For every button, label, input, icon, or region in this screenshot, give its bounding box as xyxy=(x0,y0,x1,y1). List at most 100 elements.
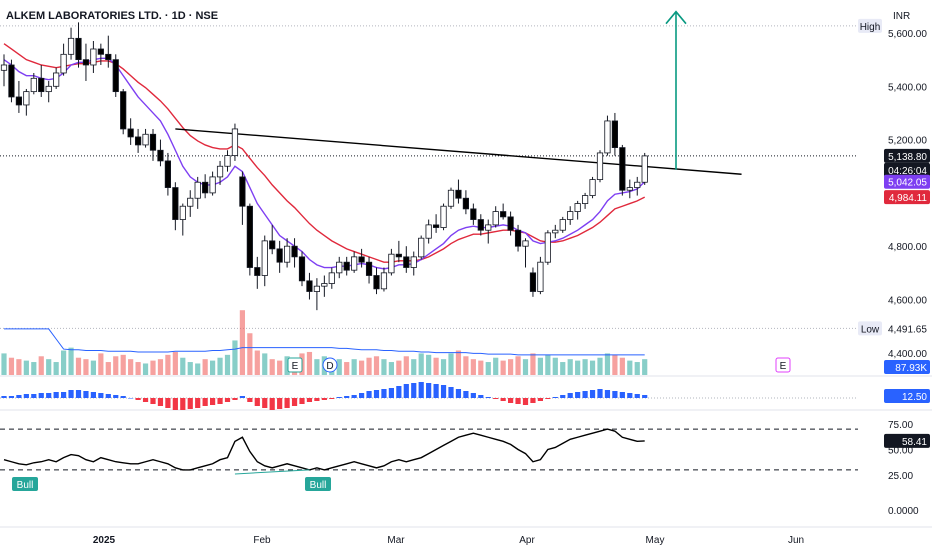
macd-bar xyxy=(120,396,126,398)
target-arrow[interactable] xyxy=(665,10,687,170)
macd-bar xyxy=(38,393,44,398)
candle-body xyxy=(574,203,581,212)
volume-bar xyxy=(485,362,491,375)
candle-body xyxy=(380,272,388,290)
macd-bar xyxy=(314,398,320,401)
bull-divergence-line xyxy=(234,469,310,475)
volume-bar xyxy=(455,350,462,375)
macd-bar xyxy=(321,398,327,400)
volume-bar xyxy=(46,359,52,375)
ema-slow-tag-box xyxy=(884,190,930,205)
macd-bar xyxy=(165,398,171,408)
candle-body xyxy=(283,245,291,263)
macd-bar xyxy=(515,398,521,404)
time-tick-label: Feb xyxy=(253,535,271,546)
volume-bar xyxy=(16,359,22,375)
volume-bar xyxy=(508,359,514,375)
bull-label: Bull xyxy=(17,480,34,491)
macd-bar xyxy=(254,398,260,406)
rsi-tag-box xyxy=(884,433,930,448)
volume-bar xyxy=(604,353,611,375)
macd-bar xyxy=(455,389,462,398)
volume-bar xyxy=(31,362,37,375)
macd-bar xyxy=(634,394,640,398)
macd-bar xyxy=(142,398,149,402)
volume-bar xyxy=(612,354,618,375)
macd-bar xyxy=(567,393,573,398)
last-price-tag-box xyxy=(884,148,930,163)
candle-body xyxy=(216,165,224,178)
candle-body xyxy=(38,77,45,93)
candles[interactable] xyxy=(0,22,648,311)
rsi-tick-label: 25.00 xyxy=(888,471,913,482)
bull-label-box xyxy=(305,477,331,491)
candle-body xyxy=(395,253,402,258)
price-axis[interactable]: 5,600.00 5,400.00 5,200.00 4,800.00 4,600.00… xyxy=(858,11,927,517)
macd-bar xyxy=(68,390,74,398)
macd-bar xyxy=(31,394,37,398)
volume-bar xyxy=(269,359,275,375)
macd-bar xyxy=(485,397,491,398)
candle-body xyxy=(619,147,626,191)
candle-body xyxy=(97,48,104,55)
candle-body xyxy=(157,149,164,162)
candle-body xyxy=(0,64,8,71)
bull-label-box xyxy=(12,477,38,491)
candle-body xyxy=(239,176,246,207)
candle-body xyxy=(15,96,23,106)
candle-body xyxy=(276,248,283,263)
volume-bar xyxy=(470,359,476,375)
candle-body xyxy=(291,245,298,258)
macd-bar xyxy=(604,390,611,398)
macd-bar xyxy=(426,383,432,398)
candle-body xyxy=(127,128,134,138)
volume-bar xyxy=(128,359,134,375)
candle-body xyxy=(90,48,97,66)
rsi-tick-label: 75.00 xyxy=(888,420,913,431)
bull-label: Bull xyxy=(310,480,327,491)
macd-bar xyxy=(128,398,134,399)
macd-bar xyxy=(463,391,469,398)
volume-bar xyxy=(217,357,223,375)
volume-bar xyxy=(195,363,201,375)
volume-bar xyxy=(344,362,350,375)
macd-bar xyxy=(552,397,558,398)
ema-fast-tag-box xyxy=(884,174,930,189)
volume-tag: 87.93K xyxy=(895,363,927,374)
macd-bar xyxy=(46,393,52,398)
time-tick-label: Apr xyxy=(519,535,535,546)
rsi-tick-label: 0.0000 xyxy=(888,506,919,517)
macd-histogram xyxy=(1,382,648,410)
macd-bar xyxy=(619,392,625,398)
volume-bar xyxy=(381,359,387,375)
event-label: E xyxy=(780,361,787,372)
macd-bar xyxy=(180,398,186,410)
candle-body xyxy=(172,187,179,220)
volume-bar xyxy=(120,354,126,375)
time-tick-label: Jun xyxy=(788,535,804,546)
volume-bar xyxy=(180,357,186,375)
candle-body xyxy=(514,229,522,247)
macd-tag: 12.50 xyxy=(902,392,927,403)
candle-body xyxy=(626,187,633,191)
time-axis[interactable]: 2025 Feb Mar Apr May Jun xyxy=(93,535,804,546)
high-label: High xyxy=(860,22,881,33)
volume-bar xyxy=(336,359,342,375)
macd-bar xyxy=(612,391,618,398)
volume-bar xyxy=(567,359,573,375)
volume-bar xyxy=(388,362,394,375)
candle-body xyxy=(23,91,30,106)
macd-bar xyxy=(277,398,283,409)
volume-bar xyxy=(68,347,74,375)
volume-bar xyxy=(239,310,245,375)
candle-body xyxy=(544,232,551,263)
candle-body xyxy=(485,224,492,231)
macd-bar xyxy=(359,393,365,398)
volume-bar xyxy=(150,360,156,375)
macd-bar xyxy=(224,398,231,402)
candle-body xyxy=(142,133,149,146)
volume-bar xyxy=(262,353,268,375)
